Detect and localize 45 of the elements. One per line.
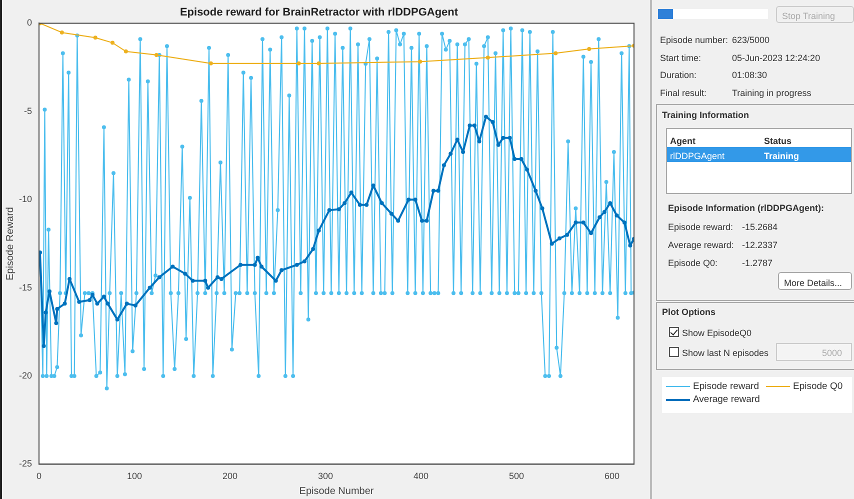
x-tick-label: 0: [36, 471, 42, 482]
text: Status: [764, 136, 792, 146]
text: 623/5000: [732, 35, 770, 45]
text: -1.2787: [742, 258, 773, 268]
text: Episode Information (rlDDPGAgent):: [668, 203, 824, 213]
x-tick-label: 100: [126, 471, 142, 482]
x-tick-label: 300: [318, 471, 334, 482]
text: Final result:: [660, 88, 707, 98]
x-tick-label: 400: [414, 471, 429, 482]
text: 05-Jun-2023 12:24:20: [732, 53, 820, 63]
y-axis-title: Episode Reward: [4, 207, 16, 280]
text: Stop Training: [782, 11, 836, 21]
text: Duration:: [660, 70, 697, 80]
text: Episode reward:: [668, 222, 734, 232]
y-tick-label: -15: [18, 282, 32, 292]
text: Average reward:: [668, 240, 734, 250]
text: More Details...: [784, 278, 842, 288]
text: rlDDPGAgent: [670, 151, 725, 161]
x-axis-title: Episode Number: [299, 486, 374, 497]
text: Plot Options: [662, 307, 716, 317]
y-tick-label: -25: [18, 458, 32, 469]
y-tick-label: 0: [26, 18, 32, 28]
x-tick-label: 600: [604, 471, 620, 482]
text: Episode Q0:: [668, 258, 718, 268]
text: Training in progress: [732, 88, 812, 98]
legend-label: Episode Q0: [793, 381, 843, 392]
text: Episode number:: [660, 35, 728, 45]
y-tick-label: -20: [18, 370, 32, 380]
legend-label: Episode reward: [693, 381, 760, 392]
text: Training Information: [662, 110, 749, 120]
legend-label: Average reward: [693, 394, 760, 405]
x-tick-label: 500: [509, 471, 524, 482]
text: 5000: [822, 348, 842, 358]
chart-title: Episode reward for BrainRetractor with rlDDPGAgent: [180, 6, 458, 19]
text: Start time:: [660, 53, 702, 63]
y-tick-label: -5: [24, 106, 32, 116]
text: Show last N episodes: [682, 348, 769, 358]
x-tick-label: 200: [222, 471, 238, 482]
text: Agent: [670, 136, 696, 146]
text: -12.2337: [742, 240, 778, 250]
text: Show EpisodeQ0: [682, 328, 752, 338]
text: Training: [764, 151, 800, 161]
text: -15.2684: [742, 222, 778, 232]
text: 01:08:30: [732, 70, 768, 80]
y-tick-label: -10: [18, 194, 32, 204]
